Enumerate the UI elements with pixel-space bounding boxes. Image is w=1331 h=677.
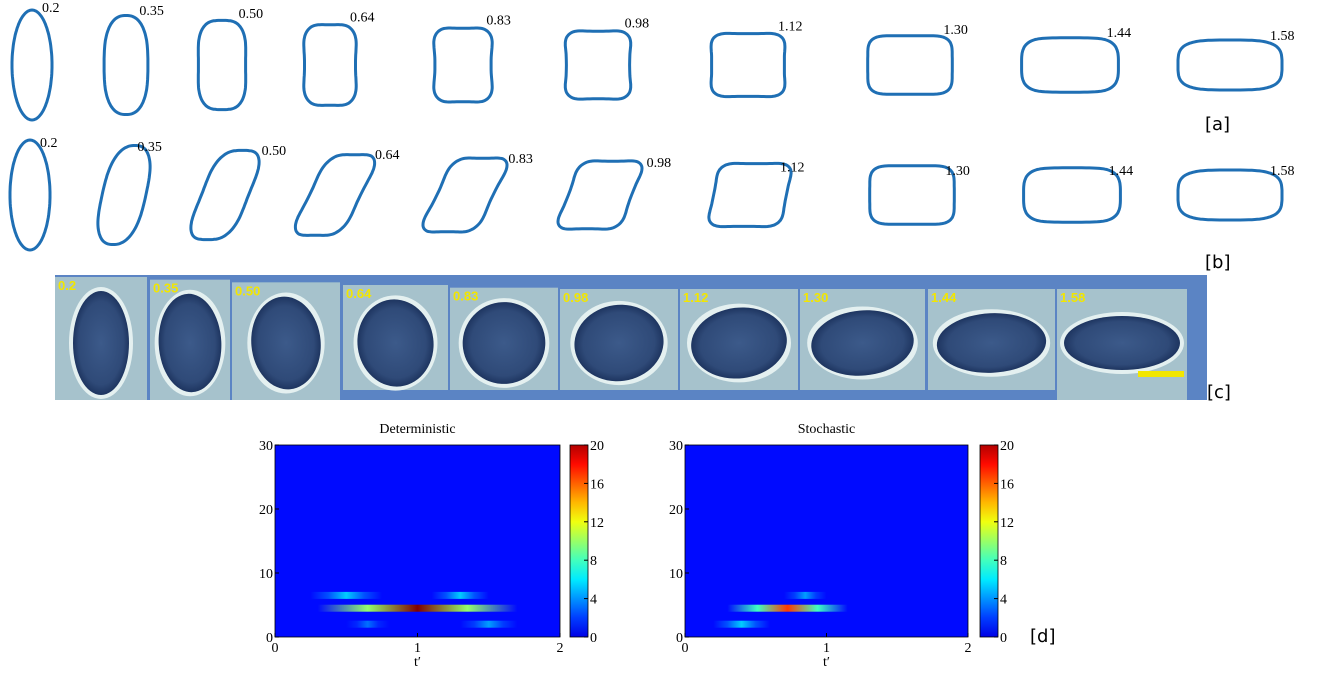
panel-c-label: [c] [1207, 382, 1231, 403]
shape-outline [10, 140, 50, 250]
figure: [a] [b] [c] [d] 0.2 0.35 0.50 0.64 0.83 0.98 1… [0, 0, 1331, 677]
chart-title: Deterministic [379, 422, 455, 437]
time-label: 0.98 [647, 156, 672, 171]
y-tick-label: 20 [259, 503, 273, 518]
shape-outline [434, 28, 492, 102]
x-tick-label: 2 [965, 641, 972, 656]
shape-outline [1022, 38, 1119, 92]
shape-outline [711, 33, 785, 96]
heat-band [346, 621, 389, 628]
colorbar-tick-label: 12 [1000, 516, 1014, 531]
time-label: 0.83 [508, 152, 533, 167]
colorbar-tick-label: 20 [590, 439, 604, 454]
panel-b-label: [b] [1205, 252, 1230, 273]
shape-outline [104, 16, 148, 115]
heat-band [311, 592, 382, 599]
colorbar-tick-label: 16 [590, 477, 604, 492]
scale-bar [1138, 371, 1184, 377]
shape-outline [868, 36, 953, 95]
chart-title: Stochastic [798, 422, 856, 437]
time-label: 1.58 [1060, 290, 1085, 305]
time-label: 0.98 [563, 290, 588, 305]
heat-band [432, 592, 489, 599]
time-label: 1.44 [1107, 26, 1132, 41]
heat-band [318, 605, 518, 612]
time-label: 0.83 [486, 13, 511, 28]
time-label: 0.64 [375, 148, 400, 163]
cell [73, 291, 129, 395]
shape-outline [12, 10, 52, 120]
shape-outline [1024, 168, 1121, 222]
time-label: 0.50 [235, 283, 260, 298]
y-tick-label: 30 [669, 439, 683, 454]
colorbar-tick-label: 8 [590, 554, 597, 569]
x-tick-label: 0 [682, 641, 689, 656]
time-label: 1.12 [780, 160, 805, 175]
heat-band [713, 621, 770, 628]
shape-outline [198, 20, 245, 109]
time-label: 0.2 [58, 278, 76, 293]
time-label: 1.30 [945, 164, 970, 179]
shape-outline [98, 146, 150, 245]
time-label: 0.35 [137, 140, 162, 155]
panel-d-label: [d] [1030, 626, 1055, 647]
colorbar [570, 445, 588, 637]
time-label: 1.58 [1270, 164, 1295, 179]
time-label: 0.98 [625, 17, 650, 32]
time-label: 0.50 [262, 144, 287, 159]
x-tick-label: 2 [557, 641, 564, 656]
time-label: 1.12 [778, 20, 803, 35]
time-label: 1.58 [1270, 29, 1295, 44]
time-label: 0.2 [40, 136, 58, 151]
shape-outline [304, 25, 356, 106]
shape-outline [1178, 40, 1282, 90]
shape-outline [565, 31, 630, 99]
time-label: 1.44 [931, 290, 957, 305]
x-tick-label: 0 [272, 641, 279, 656]
x-tick-label: 1 [414, 641, 421, 656]
shape-outline [191, 150, 259, 239]
time-label: 0.83 [453, 289, 478, 304]
heat-band [460, 621, 517, 628]
y-tick-label: 10 [259, 567, 273, 582]
y-tick-label: 20 [669, 503, 683, 518]
time-label: 1.44 [1109, 164, 1134, 179]
panel-a-label: [a] [1205, 114, 1230, 135]
colorbar-tick-label: 0 [1000, 631, 1007, 646]
colorbar-tick-label: 16 [1000, 477, 1014, 492]
time-label: 0.2 [42, 1, 60, 16]
time-label: 1.12 [683, 290, 708, 305]
time-label: 0.35 [153, 281, 178, 296]
shape-outline [423, 158, 507, 232]
shape-outline [709, 163, 791, 226]
time-label: 0.64 [346, 286, 372, 301]
colorbar-tick-label: 12 [590, 516, 604, 531]
colorbar [980, 445, 998, 637]
shape-outline [1178, 170, 1282, 220]
shape-outline [295, 155, 374, 236]
colorbar-tick-label: 4 [1000, 593, 1007, 608]
x-tick-label: 1 [823, 641, 830, 656]
time-label: 1.30 [943, 23, 968, 38]
shape-outline [870, 166, 955, 225]
time-label: 0.50 [239, 7, 264, 22]
heat-band [727, 605, 847, 612]
time-label: 0.64 [350, 10, 375, 25]
y-tick-label: 10 [669, 567, 683, 582]
shape-outline [558, 161, 642, 229]
colorbar-tick-label: 4 [590, 593, 597, 608]
y-tick-label: 30 [259, 439, 273, 454]
cell [1064, 316, 1180, 370]
colorbar-tick-label: 8 [1000, 554, 1007, 569]
heat-band [784, 592, 826, 599]
colorbar-tick-label: 20 [1000, 439, 1014, 454]
time-label: 0.35 [139, 4, 164, 19]
colorbar-tick-label: 0 [590, 631, 597, 646]
time-label: 1.30 [803, 290, 828, 305]
x-axis-label: t′ [414, 655, 421, 670]
x-axis-label: t′ [823, 655, 830, 670]
